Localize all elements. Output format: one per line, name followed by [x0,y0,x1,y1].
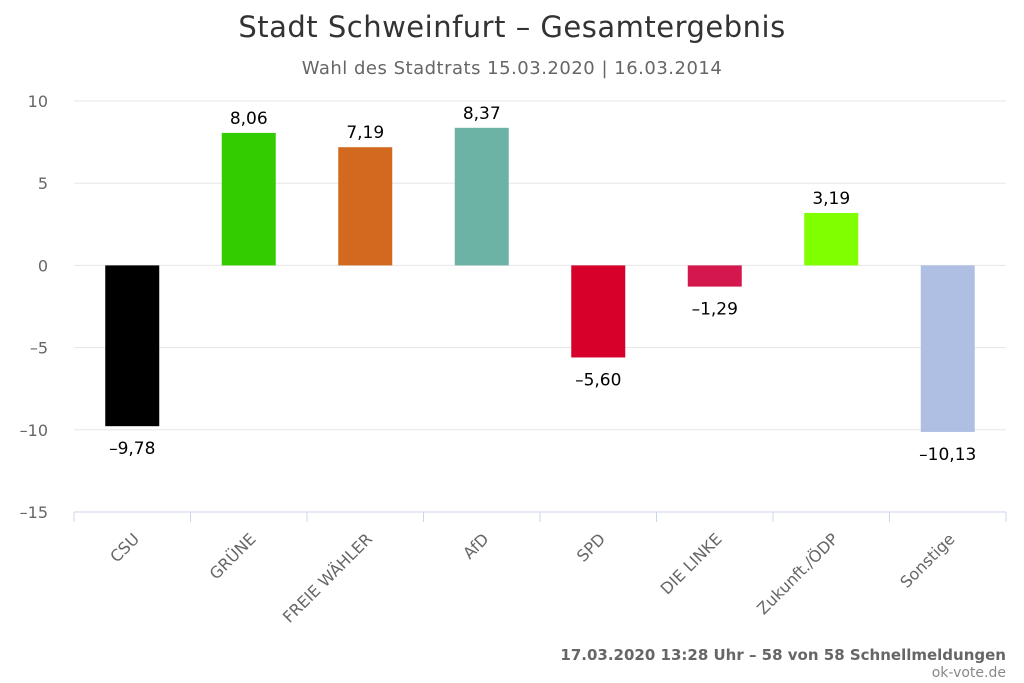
x-category-label: SPD [573,529,609,565]
bar [571,265,626,358]
x-category-label: AfD [459,529,492,562]
footer-credit: ok-vote.de [931,665,1006,681]
data-label: –10,13 [919,445,976,465]
y-tick-label: –5 [30,339,48,358]
x-category-label: DIE LINKE [657,529,726,598]
chart-subtitle: Wahl des Stadtrats 15.03.2020 | 16.03.20… [301,58,723,79]
x-category-label: Zukunft./ÖDP [753,529,842,618]
bar [221,132,276,266]
data-label: 8,37 [463,104,501,124]
y-tick-label: 5 [38,174,48,193]
y-tick-label: 0 [38,256,48,275]
bar [687,265,742,287]
footer-status: 17.03.2020 13:28 Uhr – 58 von 58 Schnell… [560,646,1006,664]
bar [105,265,160,427]
bar [804,212,859,266]
x-category-label: GRÜNE [206,529,260,583]
x-category-label: CSU [106,529,143,566]
y-tick-label: –10 [20,421,48,440]
y-tick-label: –15 [20,503,48,522]
y-tick-label: 10 [28,92,48,111]
y-axis-tick-labels: 10 5 0 –5 –10 –15 [20,92,48,522]
data-labels: –9,78 8,06 7,19 8,37 –5,60 –1,29 3,19 –10,13 [109,104,976,465]
chart-title: Stadt Schweinfurt – Gesamtergebnis [238,10,786,44]
data-label: –9,78 [109,439,155,459]
x-category-label: Sonstige [896,529,958,591]
bar [338,147,393,266]
x-axis: CSU GRÜNE FREIE WÄHLER AfD SPD DIE LINKE Zukun… [73,511,1007,627]
data-label: 3,19 [812,189,850,209]
data-label: –1,29 [692,300,738,320]
grid-lines [74,100,1006,431]
x-category-label: FREIE WÄHLER [279,529,376,626]
data-label: 8,06 [230,109,268,129]
data-label: –5,60 [575,370,621,390]
bars [105,127,975,432]
bar [454,127,509,266]
data-label: 7,19 [346,123,384,143]
bar [920,265,975,432]
